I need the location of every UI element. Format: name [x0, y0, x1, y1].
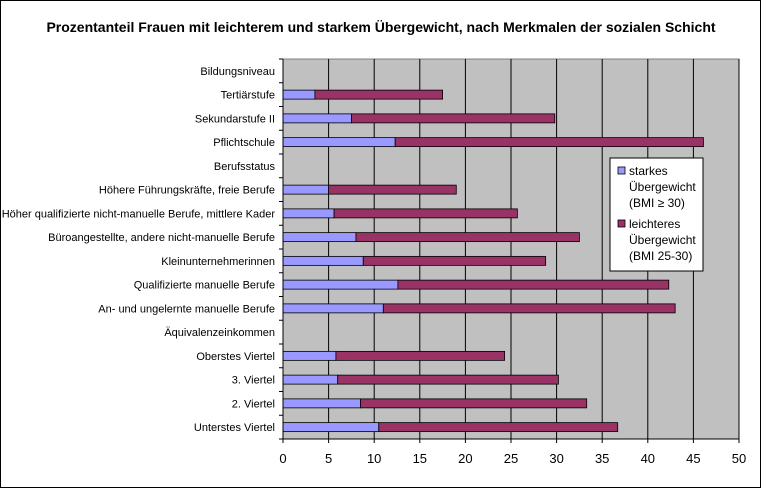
x-tick-label: 0 — [279, 451, 286, 466]
legend: starkes Übergewicht (BMI ≥ 30) leichteres Üb… — [609, 157, 704, 272]
category-label: Höher qualifizierte nicht-manuelle Beruf… — [2, 208, 276, 220]
bar-starkes — [282, 113, 352, 124]
bar-starkes — [282, 137, 396, 148]
category-label: An- und ungelernte manuelle Berufe — [98, 303, 275, 315]
category-label: Bildungsniveau — [200, 66, 275, 78]
category-label: 3. Viertel — [232, 375, 275, 387]
bar-leichteres — [328, 184, 457, 195]
x-tick-label: 45 — [686, 451, 700, 466]
bar-leichteres — [382, 303, 676, 314]
bar-starkes — [282, 232, 357, 243]
x-tick-label: 35 — [595, 451, 609, 466]
legend-label: Übergewicht — [629, 180, 696, 194]
bar-leichteres — [360, 398, 588, 409]
legend-box — [609, 157, 704, 272]
bar-leichteres — [337, 374, 559, 385]
category-label: Büroangestellte, andere nicht-manuelle B… — [48, 232, 275, 244]
bar-starkes — [282, 279, 399, 290]
category-label: Qualifizierte manuelle Berufe — [134, 280, 275, 292]
x-tick-label: 5 — [325, 451, 332, 466]
x-tick-label: 20 — [458, 451, 472, 466]
bar-leichteres — [333, 208, 518, 219]
x-tick-label: 25 — [504, 451, 518, 466]
x-tick-label: 40 — [641, 451, 655, 466]
category-label: Kleinunternehmerinnen — [161, 256, 275, 268]
legend-label: (BMI ≥ 30) — [629, 196, 685, 210]
bar-starkes — [282, 303, 384, 314]
legend-label: starkes — [629, 164, 668, 178]
x-tick-label: 15 — [413, 451, 427, 466]
bars — [282, 89, 704, 433]
bar-starkes — [282, 89, 316, 100]
legend-label: leichteres — [629, 217, 680, 231]
legend-label: Übergewicht — [629, 233, 696, 247]
bar-leichteres — [394, 137, 704, 148]
bar-leichteres — [355, 232, 580, 243]
bar-starkes — [282, 208, 335, 219]
x-tick-label: 10 — [367, 451, 381, 466]
category-label: Berufsstatus — [214, 161, 276, 173]
category-label: 2. Viertel — [232, 398, 275, 410]
bar-leichteres — [378, 422, 619, 433]
category-label: Oberstes Viertel — [196, 351, 275, 363]
bar-leichteres — [335, 350, 506, 361]
category-label: Tertiärstufe — [221, 90, 275, 102]
bar-starkes — [282, 422, 380, 433]
category-label: Sekundarstufe II — [195, 113, 275, 125]
x-tick-label: 50 — [732, 451, 746, 466]
legend-label: (BMI 25-30) — [629, 249, 692, 263]
bar-starkes — [282, 350, 337, 361]
bar-starkes — [282, 184, 329, 195]
legend-swatch-starkes — [617, 166, 626, 175]
bar-leichteres — [397, 279, 670, 290]
category-labels: Bildungsniveau Tertiärstufe Sekundarstufe … — [2, 66, 276, 434]
category-label: Höhere Führungskräfte, freie Berufe — [99, 185, 275, 197]
category-label: Äquivalenzeinkommen — [164, 327, 275, 339]
bar-leichteres — [362, 255, 547, 266]
bar-starkes — [282, 374, 339, 385]
category-label: Unterstes Viertel — [194, 422, 275, 434]
category-label: Pflichtschule — [213, 137, 275, 149]
axes: 0 5 10 15 20 25 30 35 40 45 50 — [279, 58, 746, 466]
bar-leichteres — [314, 89, 444, 100]
x-tick-label: 30 — [549, 451, 563, 466]
bar-leichteres — [350, 113, 556, 124]
bar-starkes — [282, 398, 361, 409]
bar-starkes — [282, 255, 364, 266]
legend-swatch-leichteres — [617, 219, 626, 228]
chart-title: Prozentanteil Frauen mit leichterem und … — [46, 19, 716, 35]
